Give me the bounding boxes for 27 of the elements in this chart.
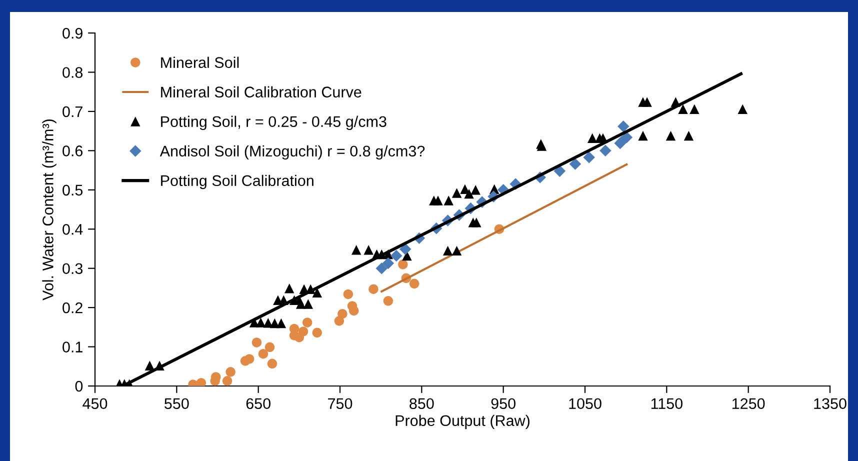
- y-tick-label: 0.1: [62, 342, 82, 352]
- x-axis-title: Probe Output (Raw): [396, 414, 530, 430]
- legend-label: Potting Soil Calibration: [161, 174, 314, 190]
- y-tick-label: 0.2: [62, 302, 82, 314]
- y-tick-label: 0.6: [62, 146, 83, 156]
- y-tick-label: 0.8: [62, 67, 83, 78]
- y-tick-label: 0.5: [62, 184, 83, 196]
- x-tick-label: 1150: [651, 398, 682, 410]
- y-axis-title: Vol. Water Content (m³/m³): [42, 119, 56, 300]
- x-tick-label: 850: [410, 398, 434, 410]
- x-tick-label: 650: [246, 398, 270, 410]
- x-tick-label: 1050: [569, 398, 602, 410]
- x-tick-label: 950: [491, 398, 516, 410]
- y-tick-label: 0.7: [62, 106, 82, 118]
- x-tick-label: 1250: [732, 398, 765, 410]
- legend-label: Potting Soil, r = 0.25 - 0.45 g/cm3: [161, 116, 386, 130]
- x-tick-label: 550: [164, 398, 189, 410]
- x-tick-label: 750: [328, 398, 352, 410]
- y-tick-label: 0.4: [62, 224, 83, 235]
- x-tick-label: 1350: [814, 398, 846, 410]
- x-tick-label: 450: [82, 398, 108, 410]
- y-tick-label: 0: [75, 380, 83, 392]
- y-tick-label: 0.3: [62, 263, 83, 274]
- legend-label: Mineral Soil: [161, 56, 239, 68]
- legend-label: Mineral Soil Calibration Curve: [161, 86, 362, 98]
- legend-label: Andisol Soil (Mizoguchi) r = 0.8 g/cm3?: [160, 145, 425, 160]
- y-tick-label: 0.9: [62, 28, 82, 39]
